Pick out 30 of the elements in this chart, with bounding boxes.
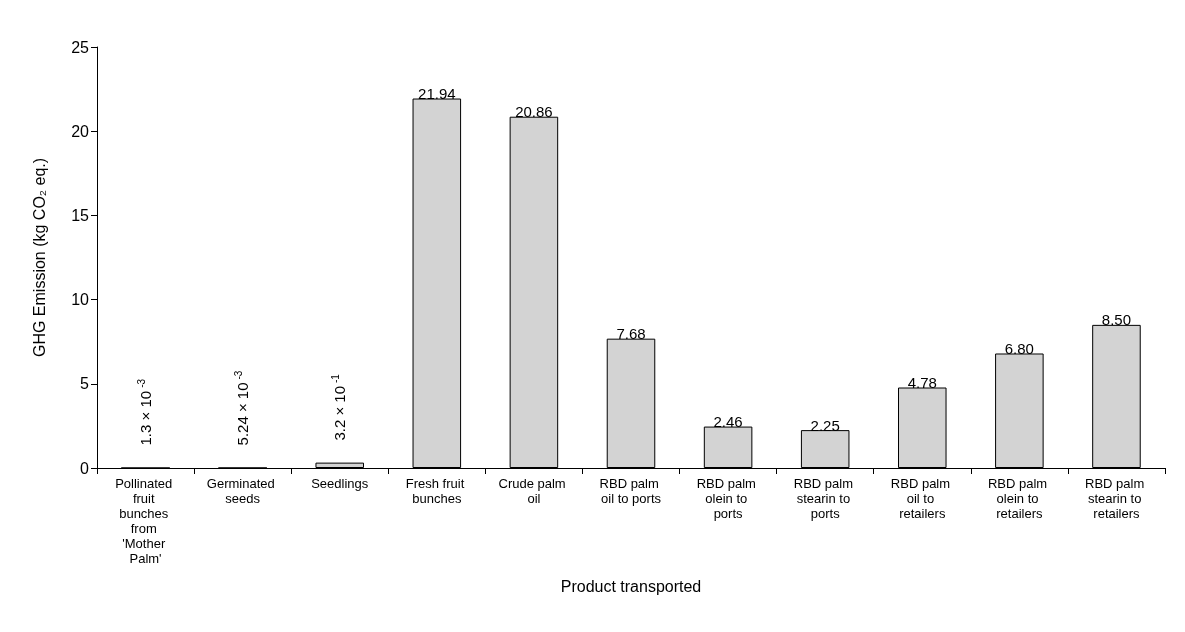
y-tick-label: 0 bbox=[80, 459, 90, 477]
x-tick-label: RBD palm stearin to ports bbox=[793, 476, 857, 521]
data-label: 1.3 × 10-3 bbox=[136, 378, 155, 446]
data-label: 3.2 × 10-1 bbox=[330, 373, 349, 441]
x-tick-label: Germinated seeds bbox=[206, 476, 279, 506]
y-tick-label: 25 bbox=[71, 38, 90, 56]
x-tick-label: Fresh fruit bunches bbox=[405, 476, 468, 506]
x-tick-label: Crude palm oil bbox=[498, 476, 570, 506]
data-label: 6.80 bbox=[1004, 339, 1034, 357]
y-axis-title: GHG Emission (kg CO₂ eq.) bbox=[30, 157, 48, 358]
x-tick-label: RBD palm olein to retailers bbox=[987, 476, 1051, 521]
y-tick-label: 10 bbox=[71, 291, 90, 309]
x-tick-label: RBD palm oil to ports bbox=[599, 476, 663, 506]
y-tick-label: 5 bbox=[80, 375, 90, 393]
data-label: 2.46 bbox=[713, 413, 743, 431]
data-label: 21.94 bbox=[418, 85, 456, 103]
y-tick-label: 20 bbox=[71, 122, 90, 140]
x-tick-label: RBD palm oil to retailers bbox=[890, 476, 954, 521]
data-label: 5.24 × 10-3 bbox=[233, 370, 252, 446]
x-tick-label: RBD palm olein to ports bbox=[696, 476, 760, 521]
data-label: 2.25 bbox=[810, 416, 840, 434]
x-tick-label: RBD palm stearin to retailers bbox=[1085, 476, 1148, 521]
x-axis-title: Product transported bbox=[560, 577, 702, 595]
y-tick-label: 15 bbox=[71, 206, 90, 224]
data-label: 7.68 bbox=[616, 325, 646, 343]
x-tick-label: Pollinated fruit bunches from 'Mother Palm' bbox=[115, 476, 176, 566]
data-label: 20.86 bbox=[515, 103, 553, 121]
data-label: 4.78 bbox=[907, 374, 937, 391]
x-tick-label: Seedlings bbox=[311, 476, 369, 491]
data-label: 8.50 bbox=[1101, 311, 1132, 329]
